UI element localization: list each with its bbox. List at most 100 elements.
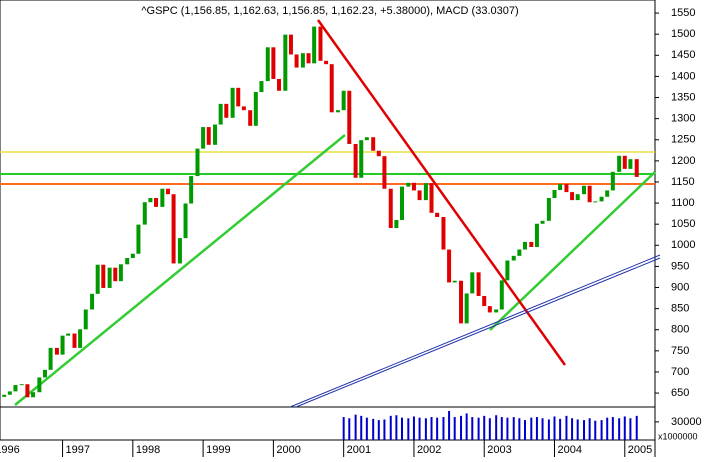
volume-bar: [512, 417, 515, 440]
x-tick-label: 1997: [66, 444, 90, 456]
volume-bar: [606, 417, 609, 440]
x-tick-label: 2002: [417, 444, 441, 456]
y-tick-label: 1550: [671, 7, 695, 19]
candle: [459, 280, 464, 324]
candle: [558, 184, 563, 190]
candle: [470, 272, 475, 294]
candle: [60, 335, 65, 355]
y-tick-label: 850: [671, 303, 689, 315]
candle: [482, 295, 487, 307]
volume-bar: [559, 418, 562, 440]
y-tick-label: 650: [671, 387, 689, 399]
volume-unit: x1000000: [658, 431, 698, 441]
volume-bar: [588, 418, 591, 440]
y-tick-label: 1400: [671, 70, 695, 82]
candle: [42, 369, 47, 378]
candle: [125, 257, 130, 265]
volume-bar: [430, 417, 433, 440]
volume-bar: [460, 415, 463, 440]
volume-bar: [407, 418, 410, 440]
x-tick-label: 2000: [276, 444, 300, 456]
candle: [610, 171, 615, 191]
candle: [382, 156, 387, 189]
y-tick-label: 950: [671, 260, 689, 272]
candle: [230, 87, 235, 118]
candle: [371, 137, 376, 151]
candle: [183, 203, 188, 239]
candle: [130, 253, 135, 258]
y-tick-label: 1050: [671, 218, 695, 230]
candle: [189, 176, 194, 204]
volume-bar: [412, 416, 415, 440]
plot-frame: [0, 0, 656, 441]
candle: [593, 201, 598, 203]
candle: [499, 280, 504, 310]
candle: [605, 190, 610, 197]
y-tick-label: 800: [671, 324, 689, 336]
candle: [464, 293, 469, 324]
candle: [54, 347, 59, 355]
x-tick-label: 2001: [347, 444, 371, 456]
candle: [452, 280, 457, 283]
volume-bar: [348, 418, 351, 440]
x-tick-label: 2005: [628, 444, 652, 456]
volume-bar: [506, 417, 509, 440]
candle: [341, 90, 346, 111]
volume-bar: [383, 419, 386, 440]
candle: [575, 194, 580, 201]
candle: [411, 182, 416, 191]
volume-bar: [495, 415, 498, 440]
candle: [505, 260, 510, 281]
volume-bar: [547, 419, 550, 440]
candle: [312, 26, 317, 64]
volume-bar: [583, 420, 586, 440]
candle: [318, 26, 323, 61]
candle: [435, 212, 440, 218]
chart-title: ^GSPC (1,156.85, 1,162.63, 1,156.85, 1,1…: [141, 5, 518, 17]
volume-bar: [600, 420, 603, 440]
y-tick-label: 700: [671, 366, 689, 378]
volume-bar: [395, 415, 398, 440]
volume-bar: [571, 418, 574, 440]
candle: [136, 224, 141, 254]
candle: [113, 267, 118, 282]
candle: [487, 306, 492, 313]
y-tick-label: 1000: [671, 239, 695, 251]
volume-bar: [500, 417, 503, 440]
volume-bar: [594, 420, 597, 440]
volume-bar: [488, 418, 491, 440]
candle: [522, 241, 527, 250]
candle: [25, 384, 30, 398]
trend-line: [295, 257, 661, 408]
volume-bar: [518, 418, 521, 440]
candle: [406, 182, 411, 187]
candle: [142, 202, 147, 225]
candle: [376, 150, 381, 157]
candle: [476, 272, 481, 296]
y-tick-label: 1300: [671, 113, 695, 125]
candle: [417, 190, 422, 201]
volume-bar: [535, 417, 538, 440]
trend-line: [489, 171, 656, 331]
candle: [78, 329, 83, 348]
volume-bar: [342, 417, 345, 440]
volume-bar: [565, 415, 568, 440]
candle: [83, 309, 88, 330]
candle: [72, 333, 77, 348]
candle: [148, 198, 153, 203]
candle: [195, 148, 200, 177]
candle: [90, 293, 95, 310]
volume-bar: [424, 418, 427, 440]
candle: [622, 155, 627, 169]
x-tick-label: 2004: [558, 444, 582, 456]
volume-bar: [530, 417, 533, 440]
volume-bar: [635, 415, 638, 440]
y-tick-label: 1150: [671, 176, 695, 188]
candle: [165, 188, 170, 195]
candle: [48, 347, 53, 370]
candle: [101, 264, 106, 288]
volume-bar: [372, 418, 375, 440]
candle: [582, 185, 587, 195]
volume-bar: [365, 417, 368, 440]
